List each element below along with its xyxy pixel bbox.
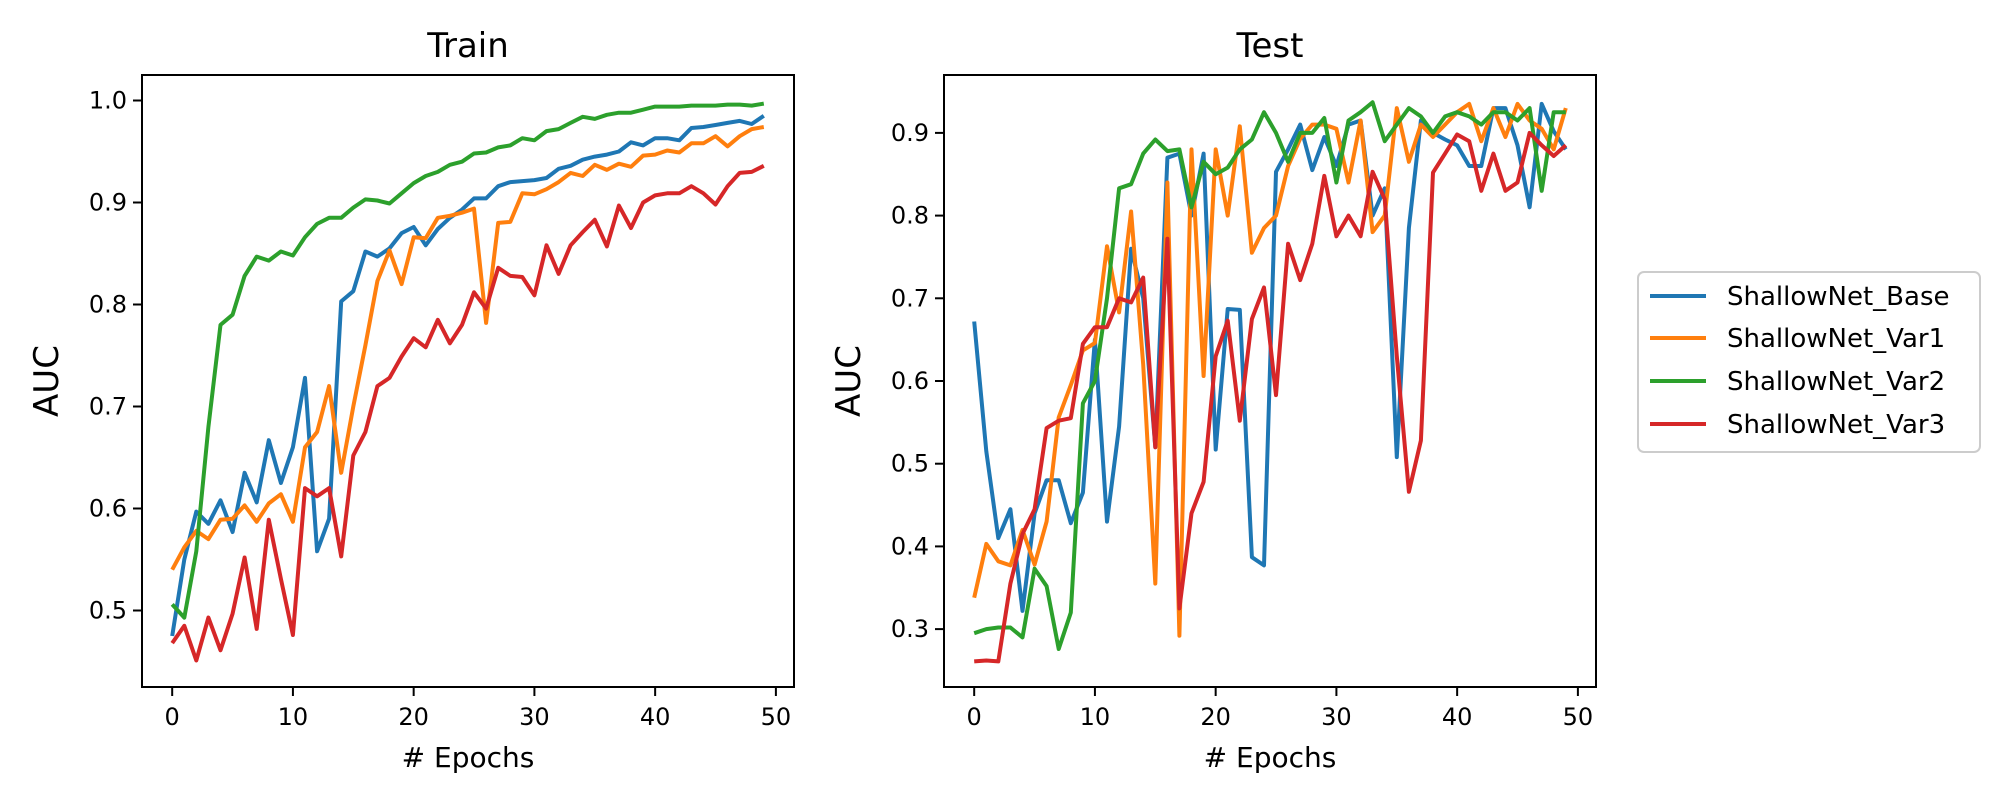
x-tick-label: 20 (1200, 703, 1231, 731)
x-tick-label: 50 (761, 703, 792, 731)
test-series-shallownet-var2 (973, 100, 1566, 651)
test-lines (972, 100, 1568, 664)
train-series-shallownet-var3 (170, 164, 765, 663)
legend-item: ShallowNet_Var2 (1650, 367, 1945, 397)
y-tick-label: 0.4 (891, 532, 929, 560)
x-tick-label: 10 (278, 703, 309, 731)
train-title: Train (426, 26, 509, 66)
x-tick-label: 20 (398, 703, 429, 731)
train-series-shallownet-base (170, 114, 765, 637)
x-tick-label: 30 (519, 703, 550, 731)
train-ylabel: AUC (27, 345, 67, 417)
x-tick-label: 30 (1321, 703, 1352, 731)
legend-item: ShallowNet_Base (1650, 282, 1950, 312)
y-tick-label: 0.9 (891, 119, 929, 147)
legend-label: ShallowNet_Var2 (1727, 367, 1945, 397)
legend-label: ShallowNet_Base (1727, 282, 1950, 312)
train-panel: Train 0 10 20 30 40 50 0.5 0.6 0.7 0.8 0.9 1.0 # Ep… (27, 26, 795, 774)
legend-item: ShallowNet_Var3 (1650, 410, 1945, 440)
y-tick-label: 0.3 (891, 615, 929, 643)
y-tick-label: 0.7 (89, 393, 127, 421)
train-lines (170, 101, 765, 663)
test-ticks: 0 10 20 30 40 50 0.3 0.4 0.5 0.6 0.7 0.8 0.9 (891, 119, 1593, 731)
test-series-shallownet-base (972, 101, 1568, 613)
test-plot-frame (943, 74, 1597, 688)
x-tick-label: 10 (1080, 703, 1111, 731)
legend-label: ShallowNet_Var3 (1727, 410, 1945, 440)
y-tick-label: 0.6 (891, 367, 929, 395)
train-xlabel: # Epochs (402, 741, 535, 774)
y-tick-label: 0.8 (89, 291, 127, 319)
x-tick-label: 40 (640, 703, 671, 731)
x-tick-label: 40 (1442, 703, 1473, 731)
legend: ShallowNet_Base ShallowNet_Var1 ShallowN… (1637, 271, 1981, 453)
train-plot-frame (141, 74, 795, 688)
test-xlabel: # Epochs (1204, 741, 1337, 774)
y-tick-label: 0.7 (891, 284, 929, 312)
train-ticks: 0 10 20 30 40 50 0.5 0.6 0.7 0.8 0.9 1.0 (89, 87, 791, 732)
legend-item: ShallowNet_Var1 (1650, 324, 1945, 354)
test-series-shallownet-var3 (974, 130, 1568, 664)
test-panel: Test 0 10 20 30 40 50 0.3 0.4 0.5 0.6 0.7 0.8 0.9 # … (829, 26, 1597, 774)
x-tick-label: 0 (967, 703, 982, 731)
y-tick-label: 1.0 (89, 87, 127, 115)
legend-label: ShallowNet_Var1 (1727, 324, 1945, 354)
test-series-shallownet-var1 (972, 101, 1568, 638)
y-tick-label: 0.8 (891, 202, 929, 230)
test-title: Test (1236, 26, 1304, 66)
test-ylabel: AUC (829, 345, 869, 417)
train-series-shallownet-var1 (170, 125, 765, 571)
legend-box (1637, 271, 1981, 453)
x-tick-label: 50 (1563, 703, 1594, 731)
y-tick-label: 0.6 (89, 495, 127, 523)
y-tick-label: 0.9 (89, 189, 127, 217)
y-tick-label: 0.5 (891, 450, 929, 478)
x-tick-label: 0 (165, 703, 180, 731)
y-tick-label: 0.5 (89, 597, 127, 625)
train-series-shallownet-var2 (170, 101, 765, 620)
